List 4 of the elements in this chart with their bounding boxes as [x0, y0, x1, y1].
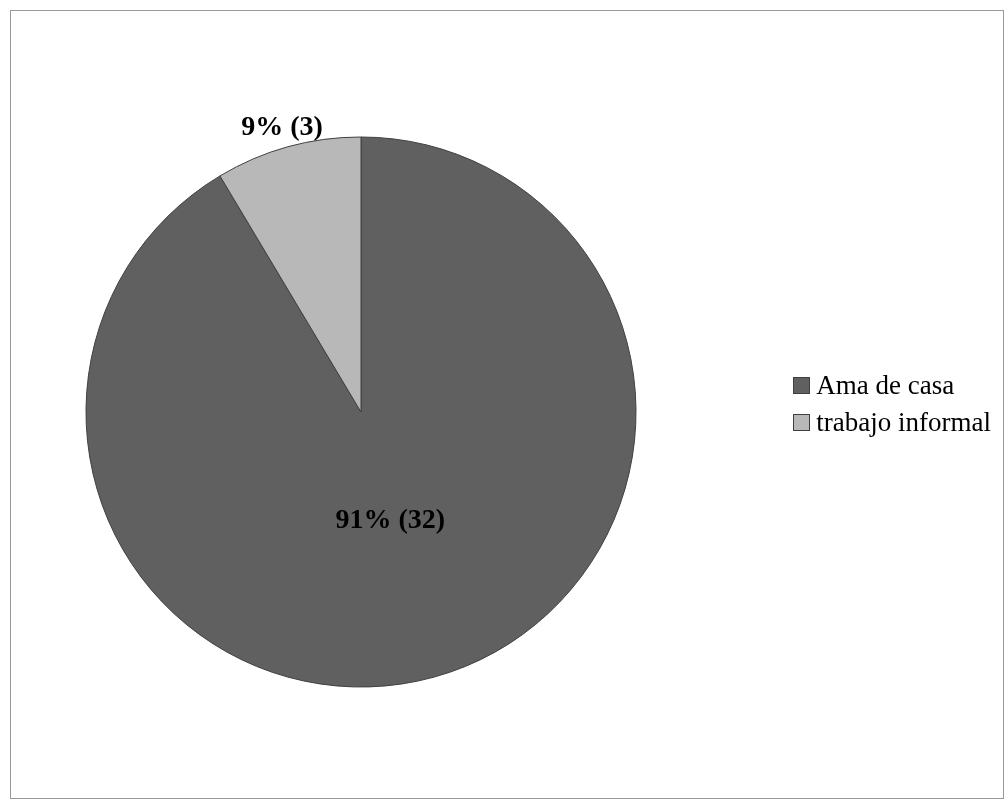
data-label: 91% (32) [335, 502, 446, 534]
legend-label: Ama de casa [816, 369, 955, 401]
data-label: 9% (3) [241, 110, 323, 142]
legend-label: trabajo informal [816, 406, 991, 438]
